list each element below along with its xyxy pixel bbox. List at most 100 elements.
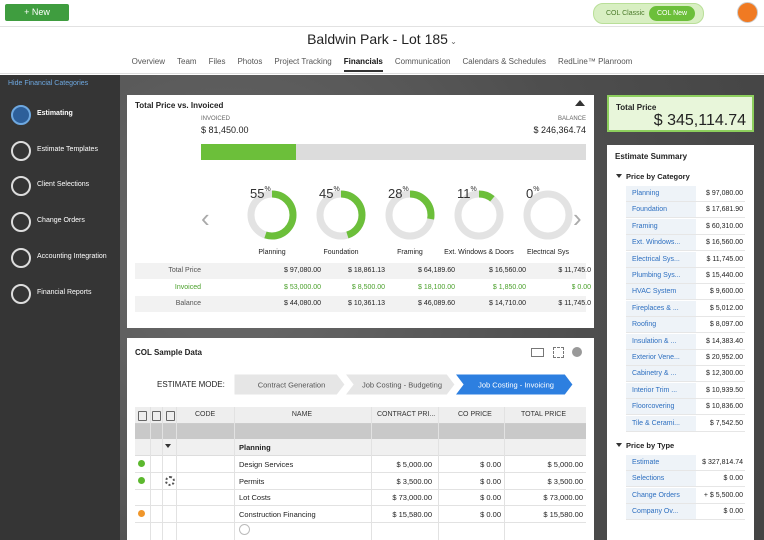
summary-name[interactable]: Electrical Sys... xyxy=(632,255,680,263)
mode-step[interactable] xyxy=(454,374,574,395)
price-cell: $ 0.00 xyxy=(480,493,501,502)
gauge-percent: 28% xyxy=(388,186,409,201)
sidebar-icon xyxy=(11,140,31,161)
summary-name[interactable]: Exterior Vene... xyxy=(632,354,680,361)
summary-value: $ 11,745.00 xyxy=(706,255,743,263)
summary-value: $ 10,939.50 xyxy=(706,386,743,394)
summary-name[interactable]: Plumbing Sys... xyxy=(632,272,681,279)
mode-label: Contract Generation xyxy=(258,381,326,390)
toggle-option[interactable]: COL Classic xyxy=(606,10,645,17)
price-cell: $ 5,000.00 xyxy=(547,460,583,469)
row-label: Balance xyxy=(175,300,201,307)
percent-value: 55 xyxy=(250,186,265,201)
summary-name[interactable]: Floorcovering xyxy=(632,403,675,411)
mode-step[interactable] xyxy=(344,374,456,395)
table-row xyxy=(135,473,586,490)
toolbar-icon[interactable] xyxy=(531,348,544,357)
tab[interactable]: Overview xyxy=(131,57,166,66)
summary-name[interactable]: Fireplaces & ... xyxy=(632,304,679,312)
tab[interactable]: Project Tracking xyxy=(274,57,332,66)
percent-sign: % xyxy=(533,186,540,193)
summary-name[interactable]: Insulation & ... xyxy=(632,337,677,345)
summary-name[interactable]: Cabinetry & ... xyxy=(632,370,677,378)
price-cell: $ 5,000.00 xyxy=(396,460,432,469)
tab[interactable]: Team xyxy=(177,57,197,66)
sidebar-item[interactable]: Accounting Integration xyxy=(37,252,107,260)
collapse-icon[interactable] xyxy=(575,100,585,106)
tab[interactable]: RedLine™ Planroom xyxy=(558,57,633,66)
sidebar-item[interactable]: Estimating xyxy=(37,110,73,117)
summary-value: $ 327,814.74 xyxy=(702,459,743,466)
summary-name[interactable]: HVAC System xyxy=(632,288,677,296)
toggle-link[interactable]: Hide Financial Categories xyxy=(8,80,89,87)
col-line xyxy=(371,407,372,540)
expand-icon[interactable] xyxy=(553,347,564,358)
percent-value: 45 xyxy=(319,186,334,201)
tab[interactable]: Files xyxy=(208,57,226,66)
item-name: Construction Financing xyxy=(239,509,316,519)
percent-sign: % xyxy=(264,186,271,193)
invoiced-label: INVOICED xyxy=(201,116,231,122)
summary-name[interactable]: Company Ov... xyxy=(632,508,679,516)
column-header[interactable]: NAME xyxy=(291,411,313,418)
summary-name[interactable]: Estimate xyxy=(632,459,660,466)
percent-sign: % xyxy=(470,186,477,193)
group-caret[interactable] xyxy=(616,174,622,178)
tab[interactable]: Calendars & Schedules xyxy=(462,57,547,66)
header-icon xyxy=(166,411,175,421)
gauges xyxy=(247,190,573,240)
tab[interactable]: Communication xyxy=(394,57,451,66)
column-header[interactable]: TOTAL PRICE xyxy=(521,411,566,418)
row-value: $ 44,080.00 xyxy=(284,300,321,307)
status-dot xyxy=(138,476,145,484)
sidebar-icon xyxy=(11,247,31,268)
price-cell: $ 0.00 xyxy=(480,460,501,469)
sidebar-item[interactable]: Financial Reports xyxy=(37,288,92,296)
new-button[interactable]: + New xyxy=(5,4,69,21)
project-title[interactable]: Baldwin Park - Lot 185 ⌄ xyxy=(307,31,457,47)
prev-arrow[interactable]: ‹ xyxy=(201,203,210,233)
settings-icon[interactable] xyxy=(165,475,175,486)
mode-step[interactable] xyxy=(234,374,346,395)
item-name: Permits xyxy=(239,476,265,486)
summary-name[interactable]: Ext. Windows... xyxy=(632,239,681,247)
add-row[interactable] xyxy=(239,524,250,535)
avatar[interactable] xyxy=(737,2,758,23)
summary-value: $ 0.00 xyxy=(723,508,743,516)
group-title: Price by Type xyxy=(626,441,675,450)
sidebar-icon xyxy=(11,212,31,233)
summary-name[interactable]: Roofing xyxy=(632,321,657,329)
group-caret[interactable] xyxy=(165,444,171,448)
summary-name[interactable]: Tile & Cerami... xyxy=(632,419,680,427)
sidebar-item[interactable]: Change Orders xyxy=(37,217,85,225)
row-value: $ 18,100.00 xyxy=(418,283,455,291)
column-header[interactable]: CODE xyxy=(195,411,216,418)
next-arrow[interactable]: › xyxy=(573,203,582,233)
column-header[interactable]: CO PRICE xyxy=(458,411,492,418)
summary-row xyxy=(626,366,745,383)
summary-name[interactable]: Planning xyxy=(632,190,660,197)
column-header[interactable]: CONTRACT PRI... xyxy=(377,411,436,418)
summary-name[interactable]: Framing xyxy=(632,222,658,230)
tab[interactable]: Financials xyxy=(343,57,383,72)
group-name: Planning xyxy=(239,443,271,452)
summary-row xyxy=(626,415,745,432)
percent-value: 11 xyxy=(457,186,471,201)
progress-fill xyxy=(201,144,296,160)
summary-name[interactable]: Interior Trim ... xyxy=(632,386,678,394)
col-line xyxy=(176,407,177,540)
toggle-option[interactable]: COL New xyxy=(649,6,696,21)
sidebar-item[interactable]: Client Selections xyxy=(37,181,90,189)
row-value: $ 0.00 xyxy=(571,283,591,291)
summary-value: $ 12,300.00 xyxy=(706,370,743,378)
sidebar-item[interactable]: Estimate Templates xyxy=(37,145,98,153)
col-line xyxy=(438,407,439,540)
summary-name[interactable]: Foundation xyxy=(632,206,668,214)
summary-name[interactable]: Change Orders xyxy=(632,491,680,499)
tab[interactable]: Photos xyxy=(237,57,263,66)
estimate-table: CODE NAME CONTRACT PRI... CO PRICE TOTAL PRI… xyxy=(135,407,586,540)
row-value: $ 97,080.00 xyxy=(284,267,321,274)
more-icon[interactable] xyxy=(572,347,582,357)
summary-name[interactable]: Selections xyxy=(632,475,665,483)
group-caret[interactable] xyxy=(616,443,622,447)
